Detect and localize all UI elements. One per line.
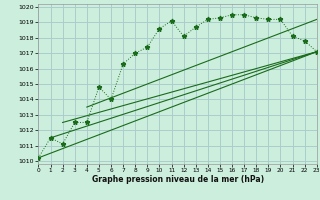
X-axis label: Graphe pression niveau de la mer (hPa): Graphe pression niveau de la mer (hPa) — [92, 175, 264, 184]
